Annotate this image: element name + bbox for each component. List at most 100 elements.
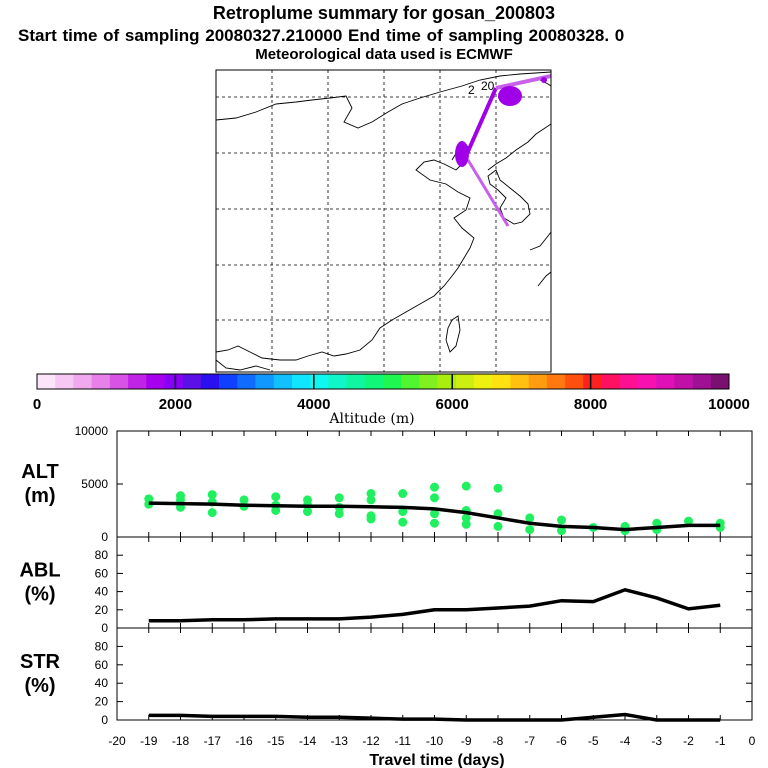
x-tick-label: -1 <box>715 734 726 748</box>
colorbar-cell <box>401 374 420 389</box>
colorbar-cell <box>692 374 712 389</box>
x-tick-label: -17 <box>204 734 222 748</box>
data-point <box>303 507 312 517</box>
x-tick-label: -13 <box>331 734 349 748</box>
y-tick-label: 40 <box>95 676 109 690</box>
colorbar-cell <box>219 374 238 389</box>
y-tick-label: 0 <box>101 530 108 544</box>
colorbar-cell <box>55 374 74 389</box>
y-tick-label: 10000 <box>75 424 109 438</box>
data-point <box>461 519 471 529</box>
x-tick-label: 0 <box>749 734 756 748</box>
colorbar-tick-label: 8000 <box>574 396 607 413</box>
data-point <box>334 509 344 519</box>
panel-label: ALT <box>21 461 58 483</box>
panel-label: ABL <box>19 560 60 582</box>
data-point <box>366 495 376 505</box>
data-point <box>557 515 566 525</box>
x-tick-label: -10 <box>426 734 444 748</box>
colorbar-cell <box>674 374 693 389</box>
data-point <box>430 509 439 519</box>
x-tick-label: -5 <box>588 734 599 748</box>
y-tick-label: 0 <box>101 621 108 635</box>
plume-label: 2 <box>468 83 475 97</box>
panel-label: (%) <box>24 675 55 697</box>
colorbar-cell <box>328 374 347 389</box>
colorbar-cell <box>164 374 183 389</box>
colorbar-cell <box>601 374 621 389</box>
series-line <box>148 587 721 623</box>
x-axis-label: Travel time (days) <box>369 752 504 768</box>
colorbar-cell <box>255 374 275 389</box>
data-point <box>398 507 408 517</box>
series-line <box>148 712 721 722</box>
colorbar-cell <box>474 374 493 389</box>
colorbar-tick-label: 2000 <box>159 396 192 413</box>
panel-frame <box>116 627 753 721</box>
y-tick-label: 60 <box>95 566 109 580</box>
y-tick-label: 20 <box>95 603 109 617</box>
colorbar-cell <box>619 374 639 389</box>
panel-str: 0 20 40 60 80 STR(%) <box>20 627 753 727</box>
altitude-colorbar: 0 2000 4000 6000 8000 10000 Altitude (m) <box>33 373 750 427</box>
x-tick-label: -15 <box>267 734 285 748</box>
colorbar-cell <box>510 374 529 389</box>
colorbar-cell <box>91 374 111 389</box>
y-tick-label: 0 <box>101 713 108 727</box>
y-tick-label: 60 <box>95 658 109 672</box>
colorbar-cell <box>455 374 475 389</box>
x-tick-label: -19 <box>140 734 158 748</box>
data-point <box>366 514 376 524</box>
x-tick-label: -18 <box>172 734 190 748</box>
colorbar-cell <box>109 374 129 389</box>
coastlines <box>216 71 551 371</box>
colorbar-cell <box>419 374 438 389</box>
colorbar-cell <box>710 374 730 389</box>
colorbar-cell <box>73 374 92 389</box>
chart-title: Retroplume summary for gosan_200803 <box>212 3 556 23</box>
panel-label: (%) <box>24 584 55 606</box>
travel-time-axis: -20 -19 -18 -17 -16 -15 -14 -13 -12 -11 -10 -9 -8 -7-… <box>108 734 755 748</box>
x-tick-label: -6 <box>556 734 567 748</box>
x-tick-label: -20 <box>108 734 126 748</box>
colorbar-cell <box>128 374 147 389</box>
colorbar-cell <box>146 374 165 389</box>
colorbar-cell <box>364 374 384 389</box>
y-tick-label: 80 <box>95 548 109 562</box>
colorbar-cell <box>583 374 602 389</box>
y-tick-label: 80 <box>95 639 109 653</box>
colorbar-cell <box>656 374 675 389</box>
y-tick-label: 20 <box>95 695 109 709</box>
colorbar-cell <box>528 374 548 389</box>
data-point <box>366 489 376 499</box>
x-tick-label: -3 <box>651 734 662 748</box>
x-tick-label: -9 <box>461 734 472 748</box>
data-point <box>525 525 535 535</box>
x-tick-label: -14 <box>299 734 317 748</box>
x-tick-label: -16 <box>235 734 253 748</box>
x-tick-label: -7 <box>524 734 535 748</box>
colorbar-cell <box>37 374 56 389</box>
colorbar-cell <box>200 374 220 389</box>
colorbar-cell <box>346 374 366 389</box>
x-tick-label: -11 <box>395 734 412 748</box>
colorbar-label: Altitude (m) <box>328 411 414 427</box>
colorbar-tick-label: 10000 <box>708 396 750 413</box>
map-frame <box>215 69 552 373</box>
panel-alt: 0 5000 10000 ALT(m) <box>21 424 753 544</box>
data-point <box>271 506 281 515</box>
y-tick-label: 5000 <box>81 477 108 491</box>
data-point <box>398 517 408 527</box>
colorbar-cell <box>437 374 457 389</box>
data-point <box>461 513 471 523</box>
colorbar-tick-label: 0 <box>33 396 41 413</box>
trajectory-map: 2 20 <box>215 69 552 373</box>
data-point <box>334 493 344 503</box>
data-point <box>207 508 217 518</box>
time-series-panels: 0500010000ALT(m)020406080ABL(%)020406080… <box>19 424 753 727</box>
map-graticule <box>216 70 551 372</box>
data-point <box>239 495 249 505</box>
colorbar-cell <box>492 374 511 389</box>
data-point <box>430 482 439 492</box>
